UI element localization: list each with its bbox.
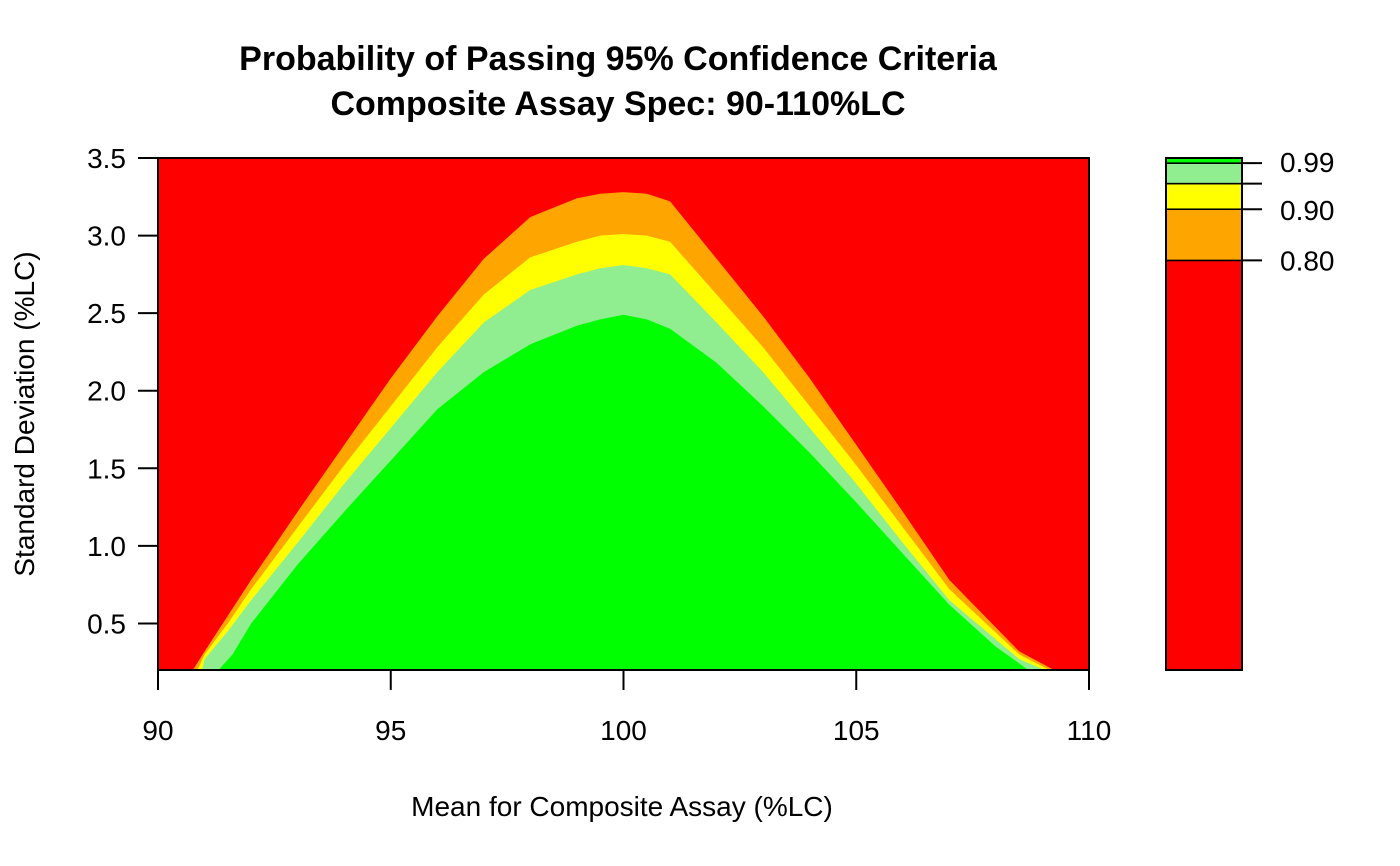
x-axis-label: Mean for Composite Assay (%LC) bbox=[411, 791, 833, 822]
x-tick-label: 110 bbox=[1067, 715, 1112, 746]
legend-label: 0.99 bbox=[1280, 147, 1335, 178]
legend-label: 0.80 bbox=[1280, 245, 1335, 276]
contour-band-3 bbox=[218, 314, 1029, 670]
x-axis: 90 95 100 105 110 bbox=[142, 669, 1112, 746]
legend-swatch-0 bbox=[1165, 259, 1243, 671]
legend-frame bbox=[1165, 157, 1243, 671]
y-tick-label: 0.5 bbox=[87, 608, 126, 639]
y-tick-label: 3.5 bbox=[87, 143, 126, 174]
legend: 0.80 0.90 0.99 bbox=[1165, 147, 1335, 671]
legend-swatch-2 bbox=[1165, 182, 1243, 210]
chart-title: Probability of Passing 95% Confidence Cr… bbox=[239, 40, 998, 78]
y-tick-label: 1.0 bbox=[87, 531, 126, 562]
x-tick-label: 100 bbox=[600, 715, 647, 746]
plot-area bbox=[157, 157, 1090, 671]
x-tick-label: 90 bbox=[142, 715, 173, 746]
legend-swatch-1 bbox=[1165, 208, 1243, 262]
x-tick-label: 95 bbox=[375, 715, 406, 746]
legend-swatch-3 bbox=[1165, 162, 1243, 185]
y-tick-label: 2.0 bbox=[87, 376, 126, 407]
y-axis: 0.5 1.0 1.5 2.0 2.5 3.0 3.5 bbox=[87, 143, 159, 639]
legend-label: 0.90 bbox=[1280, 195, 1335, 226]
y-tick-label: 3.0 bbox=[87, 221, 126, 252]
chart-subtitle: Composite Assay Spec: 90-110%LC bbox=[330, 85, 905, 123]
y-axis-label: Standard Deviation (%LC) bbox=[9, 251, 40, 576]
y-tick-label: 2.5 bbox=[87, 298, 126, 329]
y-tick-label: 1.5 bbox=[87, 453, 126, 484]
x-tick-label: 105 bbox=[833, 715, 880, 746]
